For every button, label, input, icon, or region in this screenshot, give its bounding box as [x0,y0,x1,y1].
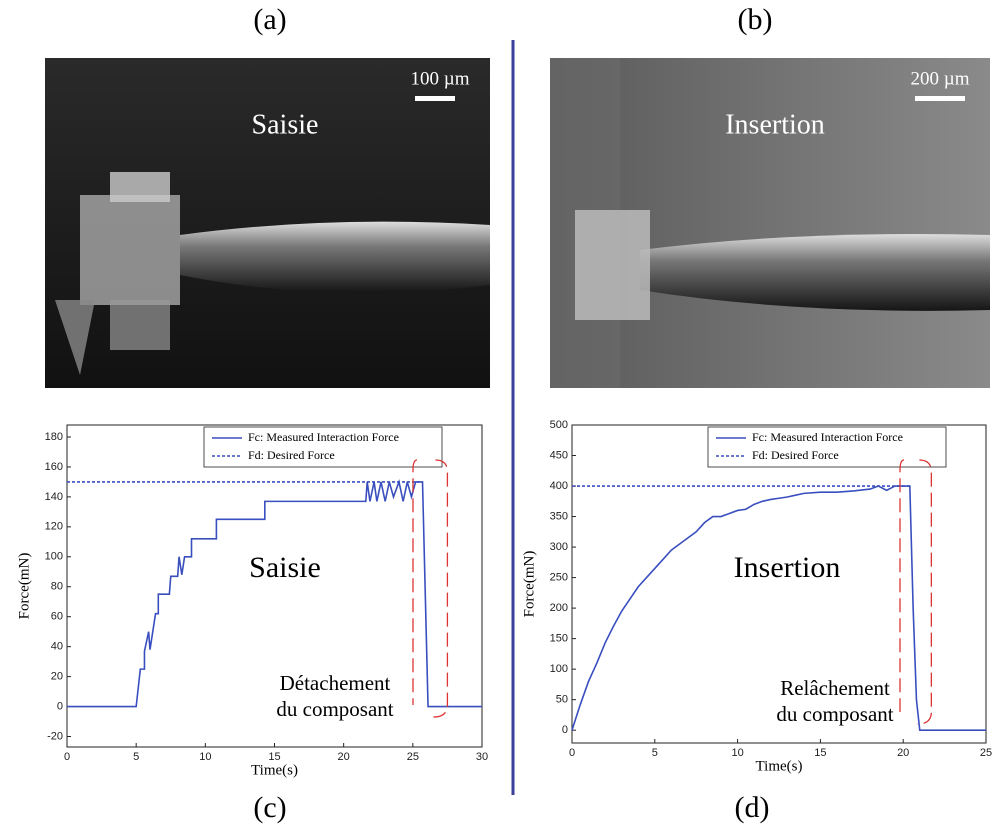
x-tick-label: 10 [731,747,743,759]
y-tick-label: 60 [51,611,63,623]
series-line [67,479,482,708]
panel-label: (d) [735,791,770,824]
y-tick-label: 80 [51,581,63,593]
series-line [571,485,986,731]
y-tick-label: 20 [51,671,63,683]
legend-box [707,426,947,468]
bracket [433,459,449,718]
y-tick-label: 0 [562,724,568,736]
x-axis-label: Time(s) [251,762,298,778]
legend-label: Fc: Measured Interaction Force [248,430,399,444]
legend-label: Fd: Desired Force [752,448,839,462]
x-tick-label: 5 [652,747,658,759]
y-tick-label: 400 [550,480,568,492]
bracket [899,459,905,712]
annotation: du composant [276,697,393,721]
x-tick-label: 10 [199,751,211,763]
y-axis-label: Force(mN) [521,551,537,618]
x-tick-label: 0 [64,751,70,763]
photo-label: Saisie [252,109,319,140]
y-tick-label: 50 [556,694,568,706]
y-tick-label: 120 [45,521,63,533]
y-tick-label: 350 [550,510,568,522]
photo-label: Insertion [725,109,825,140]
annotation: Détachement [280,671,391,695]
x-tick-label: 15 [814,747,826,759]
x-tick-label: 30 [476,751,488,763]
y-tick-label: 0 [57,700,63,712]
y-tick-label: -20 [47,730,63,742]
panel-label: (a) [253,3,286,36]
x-tick-label: 25 [980,747,992,759]
bracket [412,459,418,705]
y-tick-label: 100 [45,551,63,563]
y-tick-label: 140 [45,491,63,503]
photo-b [550,58,990,388]
scale-label: 100 µm [411,68,470,89]
annotation: Relâchement [780,676,890,700]
y-tick-label: 300 [550,541,568,553]
legend-label: Fd: Desired Force [248,448,335,462]
bracket [917,459,933,725]
panel-label: (c) [253,791,286,824]
y-tick-label: 450 [550,449,568,461]
chart-title: Insertion [734,551,841,584]
x-tick-label: 15 [268,751,280,763]
x-tick-label: 0 [569,747,575,759]
legend-box [203,426,443,468]
plot-frame [66,424,483,748]
annotation: du composant [776,702,893,726]
y-axis-label: Force(mN) [16,553,32,620]
plot-frame [571,424,987,744]
y-tick-label: 160 [45,461,63,473]
y-tick-label: 250 [550,571,568,583]
y-tick-label: 100 [550,663,568,675]
chart-title: Saisie [249,551,321,584]
y-tick-label: 200 [550,602,568,614]
x-tick-label: 25 [407,751,419,763]
x-axis-label: Time(s) [756,758,803,774]
x-tick-label: 5 [133,751,139,763]
legend-label: Fc: Measured Interaction Force [752,430,903,444]
y-tick-label: 40 [51,641,63,653]
y-tick-label: 500 [550,419,568,431]
photo-a [45,58,490,388]
panel-label: (b) [738,3,773,36]
scale-label: 200 µm [911,68,970,89]
x-tick-label: 20 [338,751,350,763]
y-tick-label: 150 [550,633,568,645]
x-tick-label: 20 [897,747,909,759]
y-tick-label: 180 [45,431,63,443]
